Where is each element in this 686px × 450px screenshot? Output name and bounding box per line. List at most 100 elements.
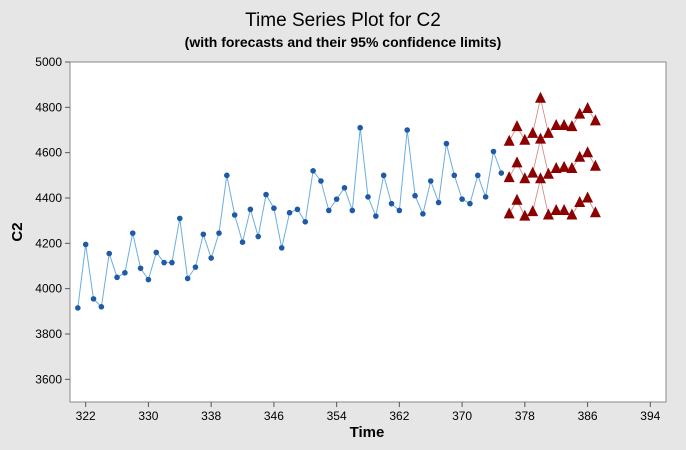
observed-point: [396, 207, 403, 214]
observed-point: [106, 250, 113, 257]
lower-point: [566, 208, 578, 220]
observed-point: [145, 276, 152, 283]
observed-point: [420, 211, 426, 217]
observed-point: [239, 239, 246, 245]
lower-point: [527, 205, 539, 217]
lower-point: [558, 204, 570, 215]
x-tick-label: 386: [578, 409, 598, 423]
observed-point: [231, 212, 238, 218]
observed-point: [200, 231, 207, 238]
lower-point: [503, 207, 515, 219]
observed-point: [90, 296, 97, 302]
y-tick-label: 4400: [35, 191, 62, 205]
y-tick-label: 4200: [35, 236, 62, 250]
observed-point: [271, 205, 277, 211]
y-tick-label: 4600: [35, 146, 62, 160]
observed-point: [349, 207, 356, 214]
observed-point: [357, 124, 363, 131]
upper-point: [503, 134, 515, 146]
forecast-point: [503, 171, 515, 183]
y-tick-label: 4800: [35, 100, 62, 114]
forecast-point: [566, 162, 578, 173]
y-tick-label: 5000: [35, 55, 62, 69]
observed-point: [467, 200, 473, 207]
y-tick-label: 3800: [35, 327, 62, 341]
lower-point: [535, 172, 546, 184]
observed-point: [192, 264, 199, 270]
forecast-point: [535, 132, 546, 144]
observed-point: [247, 206, 254, 213]
x-tick-label: 330: [138, 409, 158, 423]
forecast-point: [558, 160, 570, 172]
upper-point: [542, 126, 554, 138]
upper-point: [589, 114, 601, 126]
observed-point: [427, 178, 434, 184]
observed-point: [278, 245, 285, 251]
observed-point: [459, 196, 465, 202]
upper-point: [582, 102, 594, 113]
forecast-point: [519, 172, 531, 184]
x-tick-label: 370: [452, 409, 472, 423]
forecast-point: [589, 159, 601, 171]
chart-subtitle: (with forecasts and their 95% confidence…: [185, 34, 502, 50]
observed-point: [490, 148, 497, 155]
observed-point: [404, 127, 411, 133]
observed-point: [443, 140, 450, 147]
lower-point: [589, 206, 601, 218]
observed-point: [75, 305, 81, 311]
observed-point: [184, 275, 191, 282]
x-tick-label: 338: [201, 409, 221, 423]
observed-point: [224, 172, 230, 179]
forecast-point: [527, 166, 539, 178]
x-tick-label: 354: [327, 409, 347, 423]
upper-point: [550, 119, 562, 130]
lower-point: [582, 191, 594, 203]
observed-point: [325, 207, 332, 214]
observed-point: [176, 215, 183, 222]
upper-point: [535, 91, 546, 103]
observed-point: [318, 178, 324, 184]
observed-point: [208, 255, 214, 261]
lower-point: [542, 208, 554, 220]
observed-point: [388, 200, 395, 207]
observed-point: [341, 185, 348, 191]
observed-point: [333, 196, 340, 202]
forecast-point: [582, 146, 594, 158]
y-axis-label: C2: [9, 222, 26, 241]
observed-point: [122, 270, 128, 276]
axes: 322 330 338 346 354 362 370 378 386 394 3600 3800 40…: [35, 55, 660, 423]
forecast-point: [574, 150, 586, 162]
x-tick-label: 346: [264, 409, 284, 423]
forecast-point: [550, 162, 562, 173]
observed-point: [263, 191, 269, 198]
observed-point: [482, 194, 489, 200]
x-tick-label: 322: [76, 409, 96, 423]
observed-point: [137, 265, 144, 272]
observed-point: [98, 304, 105, 310]
observed-point: [498, 170, 505, 176]
y-tick-label: 3600: [35, 372, 62, 386]
observed-point: [451, 172, 458, 179]
upper-point: [574, 107, 586, 119]
observed-point: [114, 274, 120, 281]
observed-point: [294, 206, 301, 213]
x-tick-label: 394: [640, 409, 660, 423]
upper-point: [558, 119, 570, 130]
upper-point: [511, 120, 523, 132]
observed-point: [161, 259, 167, 266]
x-tick-label: 378: [515, 409, 535, 423]
observed-point: [365, 194, 371, 200]
observed-point: [435, 199, 442, 206]
chart-title: Time Series Plot for C2: [245, 10, 441, 31]
observed-point: [380, 172, 387, 179]
y-tick-label: 4000: [35, 282, 62, 296]
observed-point: [82, 241, 89, 248]
series-markers: [75, 91, 601, 311]
lower-point: [519, 209, 531, 221]
x-tick-label: 362: [389, 409, 409, 423]
observed-point: [255, 233, 262, 240]
upper-point: [519, 133, 531, 145]
upper-point: [566, 120, 578, 132]
lower-point: [511, 193, 523, 205]
